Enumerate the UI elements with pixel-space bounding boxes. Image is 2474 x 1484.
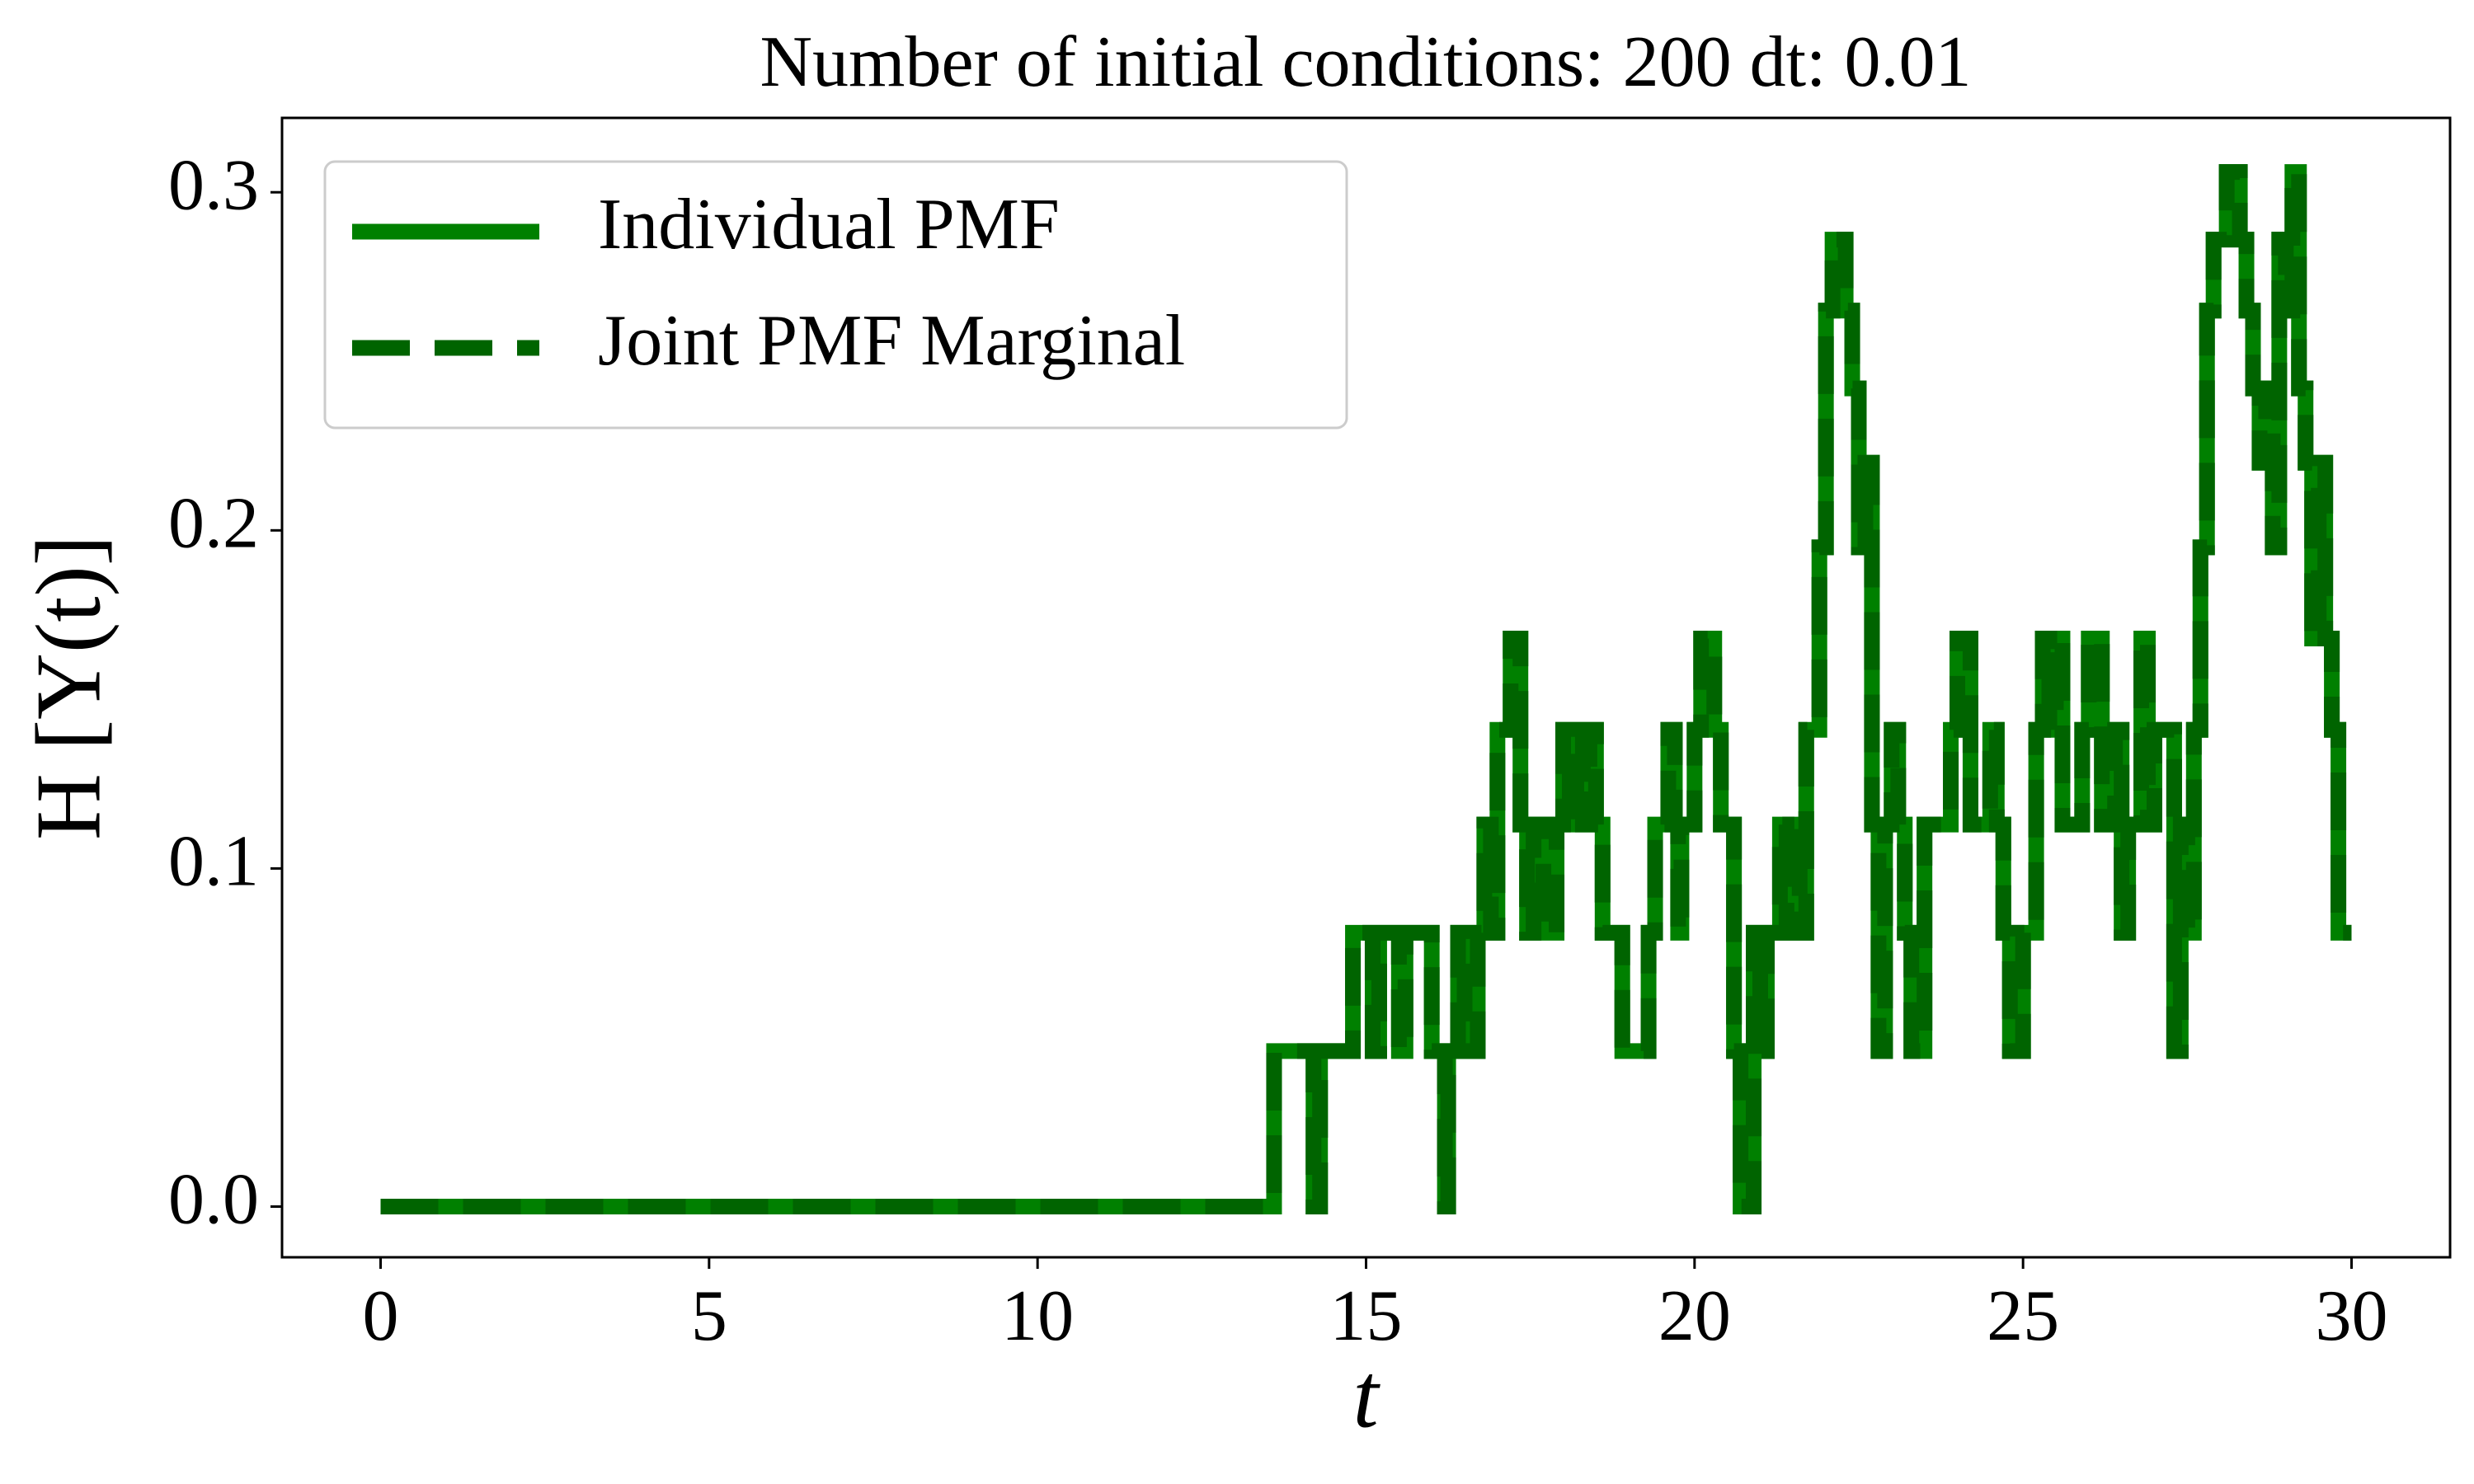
series-line <box>380 164 2352 1214</box>
y-tick-label: 0.3 <box>168 145 259 225</box>
x-tick-label: 20 <box>1658 1276 1731 1356</box>
plot-lines <box>380 164 2352 1214</box>
y-tick-label: 0.0 <box>168 1160 259 1240</box>
x-tick-label: 30 <box>2316 1276 2388 1356</box>
x-tick-label: 0 <box>363 1276 399 1356</box>
y-tick-label: 0.1 <box>168 822 259 902</box>
chart-title: Number of initial conditions: 200 dt: 0.… <box>760 22 1972 102</box>
y-axis-label: H [Y(t)] <box>18 535 120 840</box>
x-axis-label: t <box>1352 1345 1380 1448</box>
legend-label: Individual PMF <box>598 185 1060 265</box>
x-tick-label: 5 <box>691 1276 727 1356</box>
legend-label: Joint PMF Marginal <box>598 301 1185 381</box>
x-tick-label: 15 <box>1330 1276 1403 1356</box>
x-tick-label: 25 <box>1987 1276 2059 1356</box>
legend-box <box>323 160 1348 430</box>
y-tick-label: 0.2 <box>168 483 259 563</box>
plot-frame <box>280 116 2452 1259</box>
x-tick-label: 10 <box>1001 1276 1074 1356</box>
